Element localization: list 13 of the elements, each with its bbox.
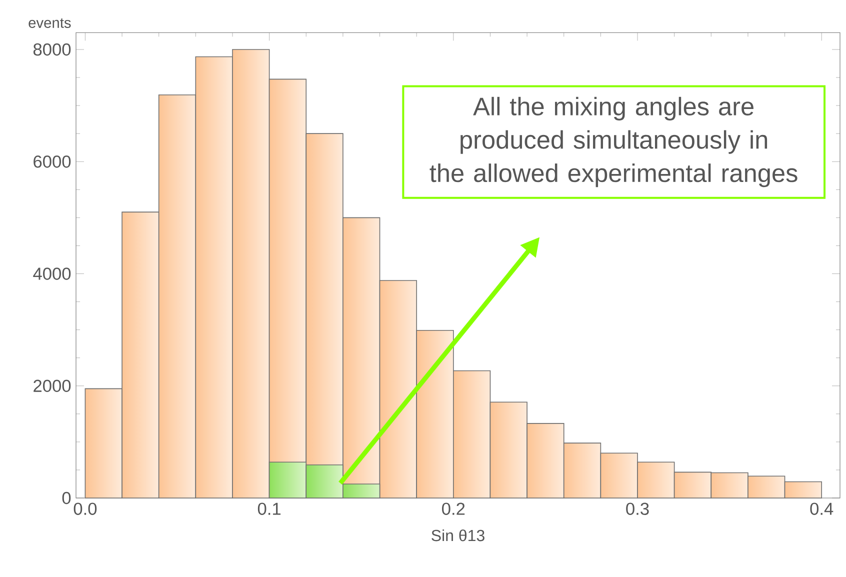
y-axis-title: events [28, 18, 71, 28]
x-tick-label: 0.3 [626, 502, 649, 515]
x-tick-label: 0.0 [74, 502, 97, 515]
x-tick-label: 0.1 [258, 502, 281, 515]
annotation: All the mixing angles are produced simultaneously in the allowed experimental ranges [430, 96, 798, 188]
y-tick-label: 2000 [34, 380, 71, 392]
x-tick-label: 0.4 [810, 502, 834, 515]
y-tick-label: 4000 [33, 268, 71, 280]
x-tick-label: 0.2 [442, 502, 465, 515]
y-tick-label: 0 [62, 492, 71, 504]
x-axis-title: Sin θ13 [432, 529, 484, 542]
y-tick-label: 8000 [33, 43, 71, 56]
y-tick-label: 6000 [34, 155, 71, 168]
